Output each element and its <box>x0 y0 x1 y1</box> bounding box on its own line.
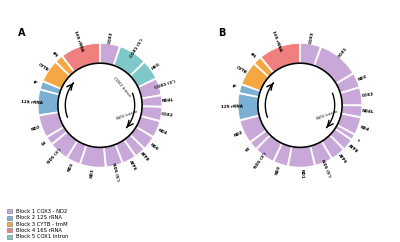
Text: COX3: COX3 <box>108 31 114 45</box>
Wedge shape <box>335 126 354 139</box>
Text: CYTB: CYTB <box>37 63 49 73</box>
Text: ND4L: ND4L <box>162 98 174 103</box>
Text: tM: tM <box>51 51 58 58</box>
Wedge shape <box>300 43 320 66</box>
Wedge shape <box>81 145 105 167</box>
Wedge shape <box>141 107 162 121</box>
Text: COX1 Intron: COX1 Intron <box>112 76 132 98</box>
Text: ND1: ND1 <box>90 168 94 178</box>
Circle shape <box>58 63 142 147</box>
Wedge shape <box>311 142 331 165</box>
Wedge shape <box>47 127 67 144</box>
Wedge shape <box>43 62 70 89</box>
Text: ND3: ND3 <box>67 161 74 172</box>
Text: A: A <box>18 28 26 38</box>
Text: tF: tF <box>232 84 237 90</box>
Text: W: W <box>41 141 47 147</box>
Text: ND5 (5'): ND5 (5') <box>112 162 120 181</box>
Wedge shape <box>336 74 359 93</box>
Wedge shape <box>56 57 74 76</box>
Wedge shape <box>261 43 300 72</box>
Text: ND5 Intron: ND5 Intron <box>316 109 338 121</box>
Wedge shape <box>330 129 351 149</box>
Text: ND4: ND4 <box>158 128 168 136</box>
Legend: Block 1 COX3 - ND2, Block 2 12S rRNA, Block 3 CYTB - trnM, Block 4 16S rRNA, Blo: Block 1 COX3 - ND2, Block 2 12S rRNA, Bl… <box>7 209 68 239</box>
Text: t: t <box>356 138 360 143</box>
Wedge shape <box>288 146 314 167</box>
Text: ND5 Intron: ND5 Intron <box>116 109 138 121</box>
Text: ND6: ND6 <box>149 142 159 151</box>
Text: COX1: COX1 <box>338 46 349 59</box>
Wedge shape <box>142 96 162 106</box>
Wedge shape <box>322 135 343 158</box>
Wedge shape <box>240 116 266 142</box>
Text: ND4L: ND4L <box>362 109 374 114</box>
Text: COX2: COX2 <box>361 92 374 98</box>
Wedge shape <box>63 43 100 72</box>
Text: W: W <box>246 147 252 153</box>
Text: ND2: ND2 <box>357 74 368 82</box>
Text: HEG: HEG <box>151 62 161 71</box>
Circle shape <box>258 63 342 147</box>
Text: ND3: ND3 <box>275 165 282 175</box>
Wedge shape <box>68 141 86 164</box>
Wedge shape <box>130 127 153 148</box>
Text: COX3: COX3 <box>309 32 315 45</box>
Wedge shape <box>100 43 119 65</box>
Wedge shape <box>52 132 77 157</box>
Text: B: B <box>218 28 226 38</box>
Text: tF: tF <box>33 81 38 86</box>
Wedge shape <box>114 47 144 76</box>
Text: COX1 (3'): COX1 (3') <box>154 80 176 90</box>
Wedge shape <box>116 140 135 163</box>
Text: ND5 (3'): ND5 (3') <box>47 148 62 165</box>
Text: ATP8: ATP8 <box>347 143 358 154</box>
Text: 16S rRNA: 16S rRNA <box>272 30 283 52</box>
Text: tM: tM <box>250 52 256 60</box>
Text: ND2: ND2 <box>31 125 41 132</box>
Text: 16S rRNA: 16S rRNA <box>72 30 84 52</box>
Text: COX1 (5'): COX1 (5') <box>129 37 144 58</box>
Text: ATP8: ATP8 <box>139 151 149 163</box>
Text: CYTB: CYTB <box>236 66 248 75</box>
Text: ND2: ND2 <box>233 130 244 138</box>
Text: ND4: ND4 <box>359 125 370 132</box>
Wedge shape <box>242 64 268 91</box>
Wedge shape <box>138 79 161 98</box>
Text: 12S rRNA: 12S rRNA <box>221 105 243 109</box>
Wedge shape <box>40 82 61 94</box>
Wedge shape <box>239 85 260 97</box>
Text: ND5 (3'): ND5 (3') <box>254 152 268 170</box>
Wedge shape <box>238 94 259 120</box>
Text: COX2: COX2 <box>161 112 174 118</box>
Wedge shape <box>341 106 362 117</box>
Wedge shape <box>257 135 282 161</box>
Wedge shape <box>130 62 156 87</box>
Wedge shape <box>340 88 362 105</box>
Text: ATP6: ATP6 <box>337 153 347 165</box>
Text: 12S rRNA: 12S rRNA <box>21 99 43 105</box>
Wedge shape <box>136 116 160 136</box>
Wedge shape <box>39 113 64 136</box>
Wedge shape <box>254 58 273 77</box>
Wedge shape <box>315 47 353 83</box>
Wedge shape <box>274 144 291 166</box>
Wedge shape <box>124 135 144 156</box>
Wedge shape <box>337 114 361 134</box>
Text: ND5 (5'): ND5 (5') <box>320 159 332 178</box>
Wedge shape <box>38 90 59 115</box>
Text: ATP6: ATP6 <box>128 159 137 171</box>
Wedge shape <box>104 145 122 167</box>
Wedge shape <box>251 131 270 149</box>
Text: ND1: ND1 <box>300 168 304 178</box>
